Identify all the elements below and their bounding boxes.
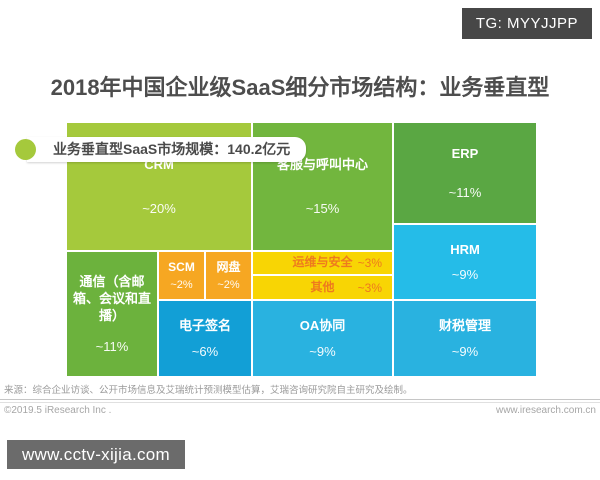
cell-percent: ~9% (309, 344, 336, 360)
cell-label: 网盘 (216, 260, 241, 275)
cell-percent: ~15% (305, 201, 340, 217)
cell-percent: ~3% (357, 256, 382, 270)
treemap-cell-esignature: 电子签名 ~6% (159, 301, 251, 376)
cell-percent: ~2% (170, 278, 193, 291)
treemap-cell-hrm: HRM ~9% (394, 225, 536, 299)
cell-label: 其他 (310, 279, 335, 294)
treemap-cell-communication: 通信（含邮箱、会议和直播） ~11% (67, 252, 157, 376)
cell-percent: ~2% (217, 278, 240, 291)
cell-label: 运维与安全 (292, 255, 353, 270)
treemap-chart: CRM ~20% 客服与呼叫中心 ~15% ERP ~11% 通信（含邮箱、会议… (67, 123, 536, 376)
watermark-url: www.cctv-xijia.com (7, 440, 185, 469)
cell-label: OA协同 (299, 317, 346, 333)
treemap-cell-cloud-drive: 网盘 ~2% (206, 252, 251, 299)
cell-label: 财税管理 (438, 317, 491, 333)
tg-badge: TG: MYYJJPP (461, 8, 592, 39)
copyright-text: ©2019.5 iResearch Inc . (4, 405, 112, 416)
cell-percent: ~11% (448, 184, 482, 200)
cell-label: ERP (451, 146, 479, 162)
source-note: 来源：综合企业访谈、公开市场信息及艾瑞统计预测模型估算，艾瑞咨询研究院自主研究及… (4, 385, 413, 396)
cell-label: 电子签名 (178, 317, 231, 333)
footer-divider (0, 399, 600, 403)
iresearch-url: www.iresearch.com.cn (495, 405, 596, 416)
cell-percent: ~20% (142, 201, 176, 217)
page-title: 2018年中国企业级SaaS细分市场结构：业务垂直型 (50, 75, 550, 100)
cell-percent: ~9% (451, 266, 479, 282)
treemap-cell-scm: SCM ~2% (159, 252, 204, 299)
treemap-cell-finance-tax: 财税管理 ~9% (394, 301, 536, 376)
cell-label: SCM (168, 260, 195, 275)
cell-label: HRM (450, 242, 480, 258)
treemap-cell-ops-security: 运维与安全 ~3% (253, 252, 392, 274)
treemap-cell-oa: OA协同 ~9% (253, 301, 392, 376)
market-size-legend: 业务垂直型SaaS市场规模：140.2亿元 (15, 137, 307, 162)
cell-percent: ~11% (95, 338, 129, 354)
treemap-cell-others: 其他 ~3% (253, 276, 392, 299)
market-size-label: 业务垂直型SaaS市场规模：140.2亿元 (27, 137, 307, 162)
cell-percent: ~9% (451, 344, 479, 360)
cell-percent: ~6% (191, 344, 219, 360)
cell-percent: ~3% (357, 280, 382, 295)
treemap-cell-erp: ERP ~11% (394, 123, 536, 223)
cell-label: 通信（含邮箱、会议和直播） (72, 274, 151, 323)
legend-dot-icon (15, 139, 36, 160)
